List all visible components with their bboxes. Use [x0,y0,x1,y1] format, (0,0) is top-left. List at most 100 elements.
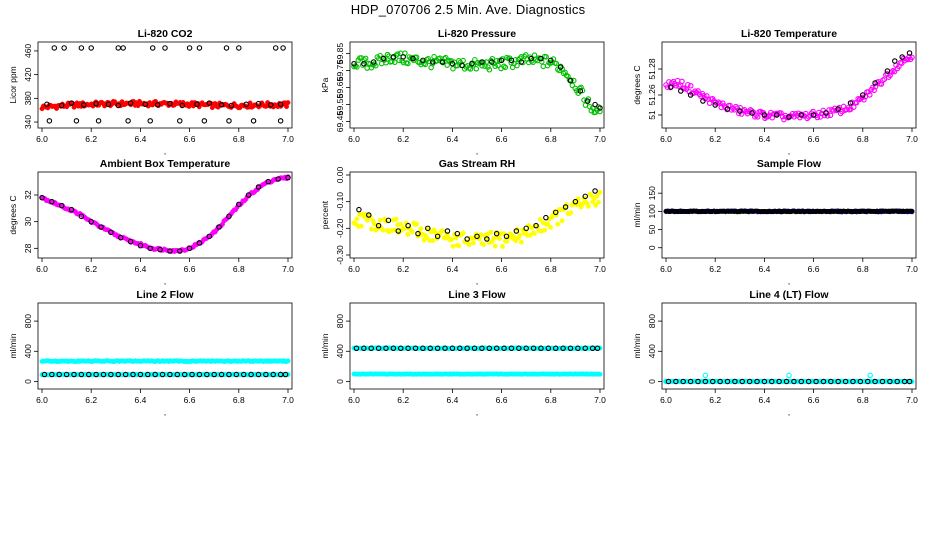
data-point [585,203,591,209]
data-point [842,378,849,385]
data-point [223,45,230,51]
data-point [456,243,462,249]
data-point [500,244,505,249]
data-point [68,100,75,106]
data-point [448,58,455,64]
data-point [906,50,913,56]
data-point [597,108,603,115]
data-point [479,345,485,352]
data-point [369,226,374,232]
data-point [263,371,269,378]
data-point [152,371,158,378]
data-point [459,62,465,69]
data-point [569,82,576,89]
data-point [493,345,500,352]
data-point [439,59,446,65]
data-point [533,222,539,229]
data-point [867,92,873,98]
series-0 [39,174,291,254]
data-point [489,55,496,62]
x-tick-label: 6.8 [233,395,245,405]
plot-title: Li-820 CO2 [138,28,193,40]
plot-panel: Line 2 Flow 6.0 6.2 6.4 6.6 6.8 7.0 0 400 800 ml/m… [8,289,294,417]
data-point [394,51,401,57]
data-point [420,345,426,352]
x-tick-label: 6.2 [85,134,97,144]
plot-title: Li-820 Pressure [438,28,516,40]
data-point [680,378,686,385]
data-point [835,106,841,112]
data-point [98,224,104,230]
data-point [410,55,416,62]
data-point [127,238,134,245]
data-point [813,378,819,385]
data-point [206,100,213,106]
data-point [201,118,208,124]
data-point [71,371,77,378]
data-point [400,54,406,60]
data-point [49,371,55,378]
data-point [444,62,450,68]
series-1 [39,174,291,254]
data-point [497,236,503,241]
data-point [575,345,581,352]
page-title: HDP_070706 2.5 Min. Ave. Diagnostics [350,2,586,17]
data-point [786,372,792,379]
x-tick-label: 6.2 [85,264,97,274]
data-point [493,57,500,64]
data-point [375,345,382,352]
data-point [397,345,404,352]
y-tick-label: -0.10 [335,192,345,212]
data-point [469,60,475,67]
data-point [405,231,411,237]
data-point [115,45,122,51]
x-tick-label: 7.0 [282,134,294,144]
y-axis-label: degrees C [632,65,642,104]
data-point [415,230,421,237]
y-tick-label: 0 [335,379,345,384]
data-point [429,59,436,65]
data-point [181,371,188,378]
data-point [395,228,402,234]
x-tick-label: 6.8 [545,395,557,405]
data-point [233,371,240,378]
data-point [364,65,370,71]
y-tick-label: 0 [23,379,33,384]
data-point [568,210,574,216]
data-point [431,53,437,60]
data-point [501,345,507,352]
data-point [665,378,672,385]
x-tick-label: 6.2 [709,264,721,274]
y-tick-label: 50 [647,225,657,235]
series-0 [663,54,915,123]
x-tick-label: 7.0 [594,264,606,274]
data-point [798,378,805,385]
data-point [354,64,360,70]
data-point [543,54,549,60]
data-point [492,63,498,69]
data-point [899,54,905,60]
data-point [559,218,565,224]
data-point [489,59,495,65]
data-point [567,345,574,352]
data-point [872,80,878,86]
data-point [56,371,62,378]
y-tick-label: 400 [23,344,33,358]
data-point [504,238,510,244]
data-point [484,236,490,242]
data-point [850,378,856,385]
x-axis-label: , [164,408,166,417]
y-tick-label: 28 [23,243,33,253]
data-point [95,118,102,124]
x-tick-label: 6.0 [36,264,48,274]
data-point [226,371,232,378]
data-point [548,224,553,230]
data-point [869,84,876,91]
x-tick-label: 6.6 [496,264,508,274]
data-point [285,100,291,106]
data-point [58,202,65,209]
x-tick-label: 6.6 [496,134,508,144]
x-tick-label: 6.6 [808,264,820,274]
plot-frame [37,302,293,390]
data-point [502,64,509,71]
